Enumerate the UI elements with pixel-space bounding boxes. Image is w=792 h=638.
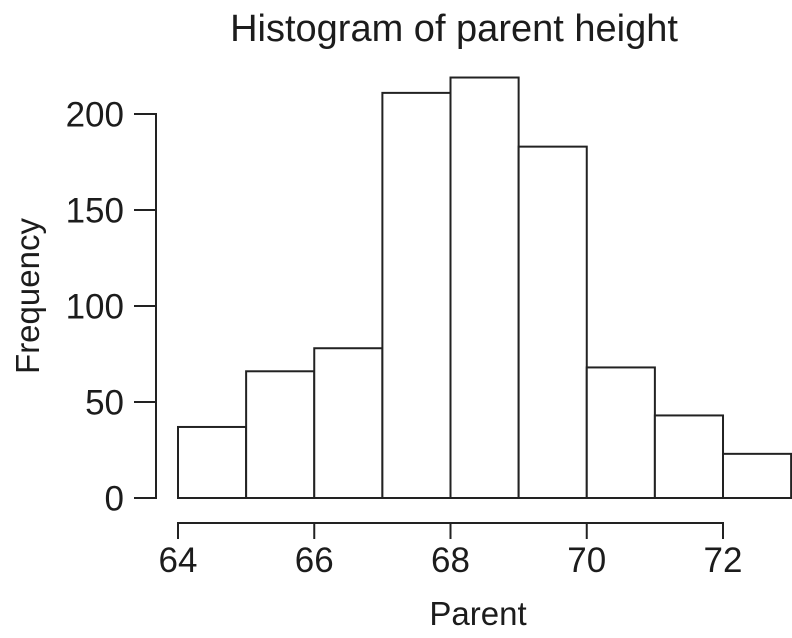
histogram-bar: [449, 76, 520, 500]
y-tick-label: 200: [66, 95, 124, 134]
y-tick-label: 50: [85, 383, 124, 422]
y-tick-label: 0: [105, 479, 124, 518]
histogram-bar: [517, 145, 588, 499]
x-tick-label: 72: [704, 541, 743, 580]
x-tick-label: 68: [431, 541, 470, 580]
histogram-bar: [313, 347, 384, 499]
histogram-bar: [585, 366, 656, 499]
histogram-bar: [177, 425, 248, 499]
histogram-bar: [653, 414, 725, 499]
y-tick-label: 100: [66, 287, 124, 326]
y-tick-label: 150: [66, 191, 124, 230]
x-tick-label: 66: [295, 541, 334, 580]
histogram-bar: [722, 452, 792, 499]
x-tick-label: 70: [567, 541, 606, 580]
chart-title: Histogram of parent height: [230, 8, 678, 50]
histogram-bar: [245, 370, 316, 499]
histogram-bar: [381, 91, 452, 499]
x-axis-label: Parent: [429, 595, 527, 632]
x-tick-label: 64: [159, 541, 198, 580]
